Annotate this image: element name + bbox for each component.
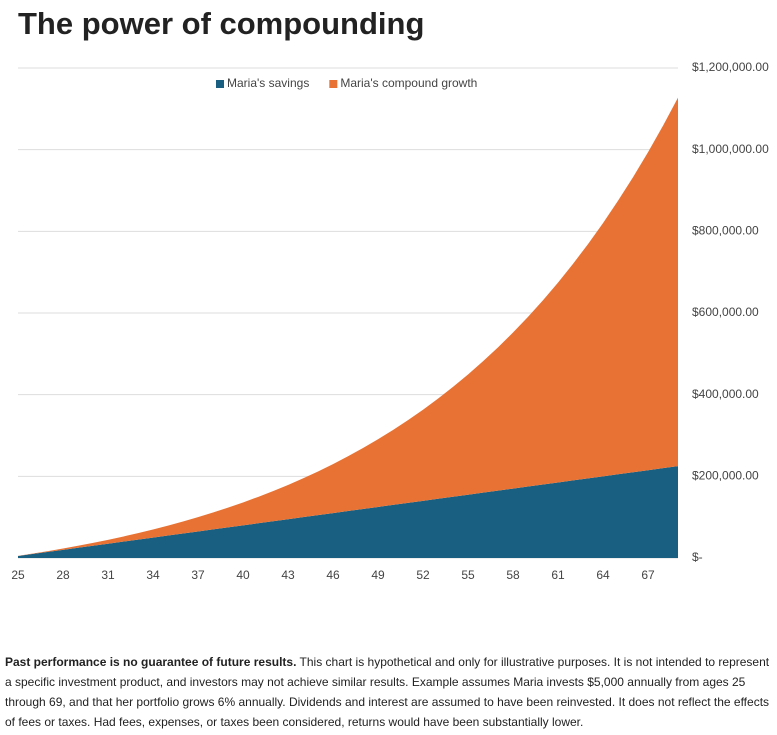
legend-swatch xyxy=(216,80,224,88)
y-tick-label: $200,000.00 xyxy=(692,469,759,483)
footnote-text: This chart is hypothetical and only for … xyxy=(5,655,770,729)
x-tick-label: 64 xyxy=(596,568,610,582)
y-tick-label: $1,000,000.00 xyxy=(692,142,769,156)
area xyxy=(18,466,678,558)
x-tick-label: 34 xyxy=(146,568,160,582)
area xyxy=(18,97,678,556)
x-tick-label: 58 xyxy=(506,568,520,582)
y-tick-label: $- xyxy=(692,550,703,564)
legend-swatch xyxy=(329,80,338,88)
x-tick-label: 55 xyxy=(461,568,475,582)
x-tick-label: 52 xyxy=(416,568,430,582)
x-tick-label: 25 xyxy=(11,568,25,582)
y-tick-label: $800,000.00 xyxy=(692,224,759,238)
chart-title: The power of compounding xyxy=(18,6,425,41)
x-tick-label: 67 xyxy=(641,568,655,582)
y-tick-label: $400,000.00 xyxy=(692,387,759,401)
legend-label: Maria's compound growth xyxy=(340,76,477,90)
chart: $- $200,000.00 $400,000.00 $600,000.00 $800,… xyxy=(11,60,769,582)
footnote-bold: Past performance is no guarantee of futu… xyxy=(5,655,297,669)
x-tick-label: 37 xyxy=(191,568,205,582)
x-tick-label: 49 xyxy=(371,568,385,582)
legend-label: Maria's savings xyxy=(227,76,309,90)
x-tick-label: 61 xyxy=(551,568,565,582)
x-tick-label: 40 xyxy=(236,568,250,582)
x-tick-label: 46 xyxy=(326,568,340,582)
y-tick-label: $600,000.00 xyxy=(692,305,759,319)
y-tick-label: $1,200,000.00 xyxy=(692,60,769,74)
footnote: Past performance is no guarantee of futu… xyxy=(5,652,773,732)
x-tick-label: 43 xyxy=(281,568,295,582)
x-tick-label: 28 xyxy=(56,568,70,582)
x-tick-label: 31 xyxy=(101,568,115,582)
